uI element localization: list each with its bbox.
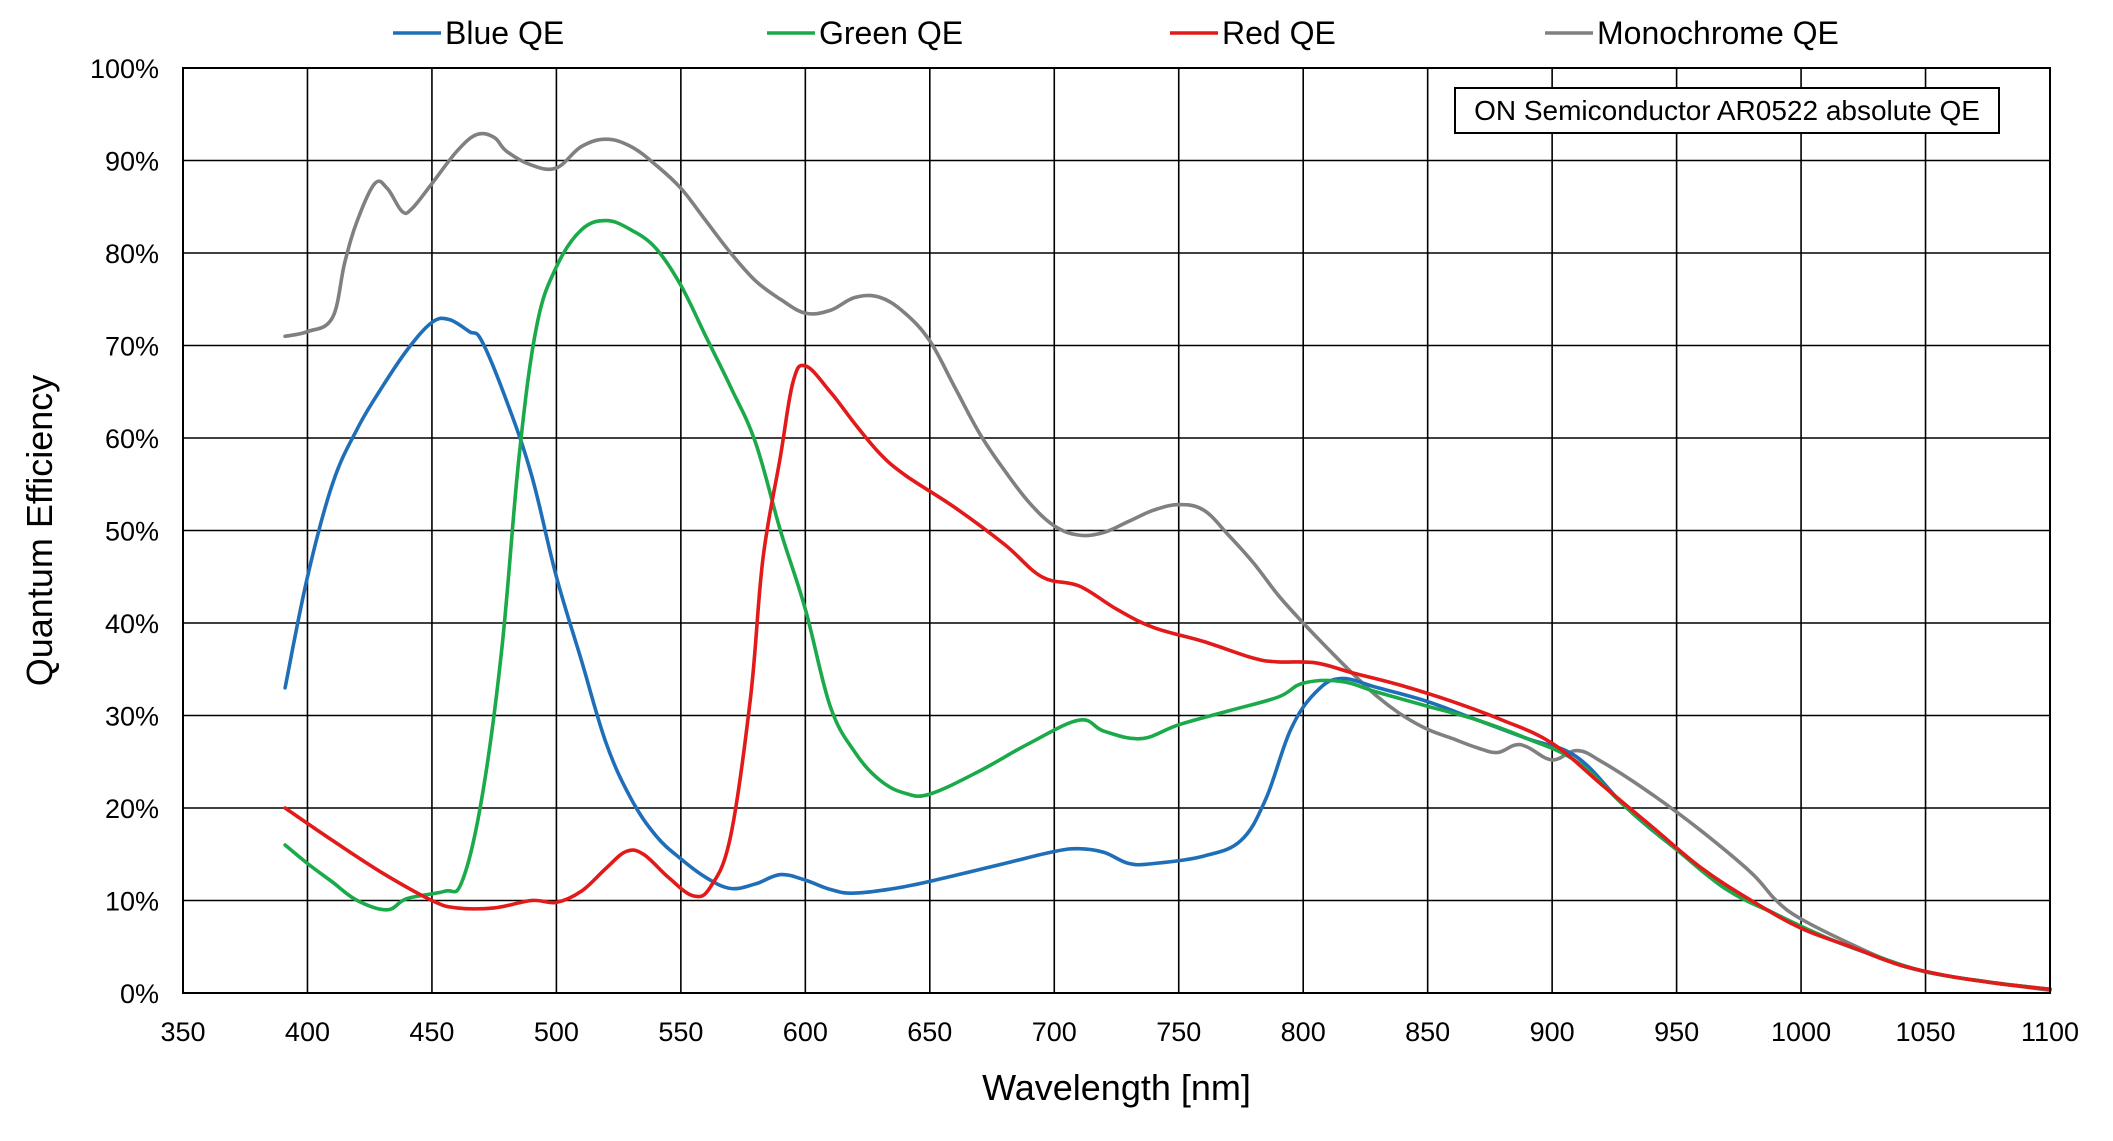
legend-item-red-qe: Red QE bbox=[1170, 15, 1336, 51]
plot-area-border bbox=[182, 67, 2051, 994]
annotation-box: ON Semiconductor AR0522 absolute QE bbox=[1454, 87, 2000, 134]
y-tick-label: 70% bbox=[105, 332, 159, 362]
series-line-monochrome-qe bbox=[283, 131, 2052, 992]
x-tick-label: 400 bbox=[285, 1017, 330, 1047]
legend-label: Monochrome QE bbox=[1597, 15, 1839, 51]
grid bbox=[182, 67, 2051, 994]
y-tick-label: 100% bbox=[90, 54, 159, 84]
y-tick-label: 40% bbox=[105, 609, 159, 639]
annotation-frame bbox=[1454, 87, 2000, 134]
y-tick-label: 20% bbox=[105, 794, 159, 824]
legend-item-monochrome-qe: Monochrome QE bbox=[1545, 15, 1839, 51]
x-tick-label: 900 bbox=[1530, 1017, 1575, 1047]
legend-label: Green QE bbox=[819, 15, 963, 51]
x-tick-label: 600 bbox=[783, 1017, 828, 1047]
y-tick-label: 60% bbox=[105, 424, 159, 454]
x-tick-label: 500 bbox=[534, 1017, 579, 1047]
x-tick-label: 650 bbox=[907, 1017, 952, 1047]
series-lines bbox=[283, 131, 2052, 992]
x-tick-label: 800 bbox=[1281, 1017, 1326, 1047]
y-tick-label: 10% bbox=[105, 887, 159, 917]
y-axis-title: Quantum Efficiency bbox=[19, 375, 60, 686]
y-axis-ticks: 0% 10% 20% 30% 40% 50% 60% 70% 80% 90% 100% bbox=[90, 54, 159, 1009]
y-tick-label: 30% bbox=[105, 702, 159, 732]
x-tick-label: 1100 bbox=[2021, 1017, 2079, 1047]
x-tick-label: 450 bbox=[409, 1017, 454, 1047]
annotation-text: ON Semiconductor AR0522 absolute QE bbox=[1474, 95, 1980, 126]
x-axis-ticks: 350 400 450 500 550 600 650 700 750 800 850 900 950 1… bbox=[160, 1017, 2079, 1047]
x-tick-label: 550 bbox=[658, 1017, 703, 1047]
x-axis-title: Wavelength [nm] bbox=[982, 1067, 1251, 1108]
y-tick-label: 0% bbox=[120, 979, 159, 1009]
x-tick-label: 700 bbox=[1032, 1017, 1077, 1047]
legend-label: Red QE bbox=[1222, 15, 1336, 51]
y-tick-label: 50% bbox=[105, 517, 159, 547]
x-tick-label: 1050 bbox=[1895, 1017, 1955, 1047]
y-tick-label: 80% bbox=[105, 239, 159, 269]
x-tick-label: 850 bbox=[1405, 1017, 1450, 1047]
x-tick-label: 350 bbox=[160, 1017, 205, 1047]
legend-item-blue-qe: Blue QE bbox=[393, 15, 564, 51]
x-tick-label: 1000 bbox=[1771, 1017, 1831, 1047]
legend: Blue QE Green QE Red QE Monochrome QE bbox=[393, 15, 1839, 51]
legend-label: Blue QE bbox=[445, 15, 564, 51]
legend-item-green-qe: Green QE bbox=[767, 15, 963, 51]
series-line-red-qe bbox=[283, 363, 2052, 992]
x-tick-label: 950 bbox=[1654, 1017, 1699, 1047]
series-line-blue-qe bbox=[283, 316, 2052, 992]
y-tick-label: 90% bbox=[105, 147, 159, 177]
x-tick-label: 750 bbox=[1156, 1017, 1201, 1047]
